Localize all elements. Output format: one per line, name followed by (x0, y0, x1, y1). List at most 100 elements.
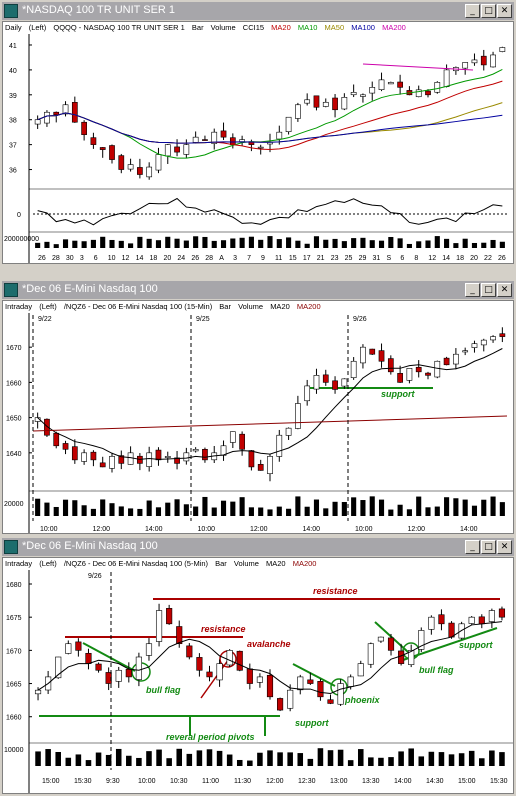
close-button[interactable]: ✕ (497, 283, 512, 297)
x-tick-label: 26 (498, 255, 506, 262)
x-tick-label: 12:00 (266, 778, 284, 785)
title-bar[interactable]: *Dec 06 E-Mini Nasdaq 100 _ □ ✕ (2, 538, 514, 556)
candle (350, 360, 357, 378)
candle (378, 79, 385, 90)
y-tick-label: 41 (9, 43, 17, 50)
volume-bar (425, 507, 431, 516)
candle (448, 622, 455, 638)
volume-bar (155, 507, 162, 516)
ma20-label: MA20 (266, 559, 286, 568)
volume-bar (378, 757, 384, 766)
chart-pane[interactable]: Daily (Left) QQQQ - NASDAQ 100 TR UNIT S… (2, 21, 514, 264)
candle (186, 645, 193, 658)
candle (415, 366, 422, 373)
title-bar[interactable]: *NASDAQ 100 TR UNIT SER 1 _ □ ✕ (2, 2, 514, 20)
chart-pane[interactable]: Intraday (Left) /NQZ6 - Dec 06 E-Mini Na… (2, 557, 514, 794)
minimize-button[interactable]: _ (465, 283, 480, 297)
candle (192, 136, 199, 143)
x-tick-label: 20 (163, 255, 171, 262)
window-icon (4, 540, 18, 554)
volume-bar (156, 749, 162, 766)
x-tick-label: 7 (247, 255, 251, 262)
volume-bar (360, 500, 366, 516)
candle (118, 155, 125, 170)
x-tick-label: 15:30 (490, 778, 508, 785)
volume-bar (416, 496, 422, 516)
ma200-label: MA200 (382, 23, 406, 32)
volume-bar (351, 497, 357, 516)
candle (453, 353, 459, 365)
candle (71, 102, 78, 123)
volume-bar (425, 240, 431, 248)
candle (428, 616, 435, 630)
candle (226, 650, 233, 666)
x-tick-label: 10:00 (138, 778, 156, 785)
candle (229, 137, 236, 145)
chart-pane[interactable]: Intraday (Left) /NQZ6 - Dec 06 E-Mini Na… (2, 300, 514, 534)
x-tick-label: 14:00 (394, 778, 412, 785)
volume-bar (239, 497, 245, 516)
volume-bar (109, 239, 115, 248)
volume-bar (295, 240, 301, 248)
volume-label: Volume (238, 302, 264, 311)
volume-bar (165, 502, 171, 516)
candle (166, 608, 173, 625)
maximize-button[interactable]: □ (481, 4, 496, 18)
candle (443, 69, 450, 88)
ma200-line (32, 415, 508, 432)
candle (90, 137, 97, 145)
volume-bar (398, 751, 404, 766)
close-button[interactable]: ✕ (497, 4, 512, 18)
close-button[interactable]: ✕ (497, 540, 512, 554)
candle (313, 95, 320, 108)
maximize-button[interactable]: □ (481, 540, 496, 554)
candle (146, 166, 153, 178)
title-bar[interactable]: *Dec 06 E-Mini Nasdaq 100 _ □ ✕ (2, 281, 514, 299)
volume-bar (90, 239, 96, 248)
volume-bar (248, 236, 254, 248)
candle (202, 139, 208, 141)
y-tick-label: 38 (9, 118, 17, 125)
candle (377, 636, 385, 642)
volume-bar (81, 241, 87, 248)
minimize-button[interactable]: _ (465, 4, 480, 18)
candle (480, 339, 487, 346)
candle (125, 668, 132, 678)
volume-bar (369, 496, 375, 516)
volume-bar (55, 751, 61, 766)
candle (341, 96, 348, 110)
candle (418, 630, 425, 650)
volume-bar (468, 750, 475, 766)
candle (206, 671, 213, 678)
y-tick-label: 1660 (6, 380, 22, 387)
study-label: CCI15 (242, 23, 265, 32)
x-tick-label: 12:00 (408, 526, 426, 533)
chart-header: Intraday (Left) /NQZ6 - Dec 06 E-Mini Na… (5, 302, 326, 311)
candle (145, 643, 153, 656)
volume-bar (434, 506, 440, 516)
chart-header: Daily (Left) QQQQ - NASDAQ 100 TR UNIT S… (5, 23, 411, 32)
volume-tick-label: 20000 (4, 501, 24, 508)
candle (183, 452, 190, 462)
maximize-button[interactable]: □ (481, 283, 496, 297)
volume-bar (236, 759, 243, 766)
volume-bar (128, 243, 134, 248)
candle (202, 448, 208, 461)
candle (490, 336, 496, 341)
volume-bar (304, 506, 310, 516)
volume-bar (453, 498, 459, 516)
date-label: 9/25 (196, 316, 210, 323)
candle (118, 455, 125, 464)
x-tick-label: 15 (289, 255, 297, 262)
volume-tick-label: 10000 (4, 747, 24, 754)
candle (490, 54, 496, 68)
cci-tick-label: 0 (17, 212, 21, 219)
candle (239, 433, 245, 450)
candle (360, 346, 366, 364)
volume-bar (489, 750, 495, 766)
x-tick-label: 15:00 (42, 778, 60, 785)
candle (174, 457, 180, 464)
y-tick-label: 1670 (6, 345, 22, 352)
minimize-button[interactable]: _ (465, 540, 480, 554)
candle (367, 643, 374, 665)
